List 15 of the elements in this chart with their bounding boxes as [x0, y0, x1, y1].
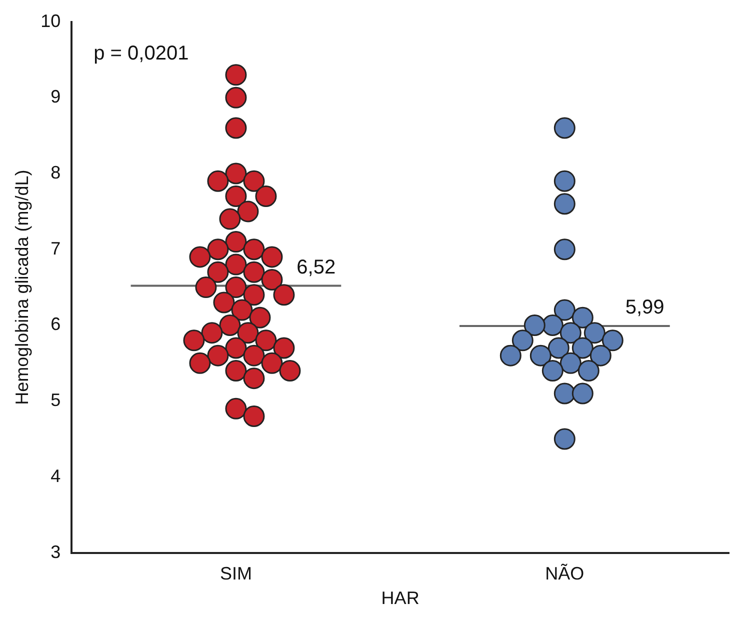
- y-tick-label: 4: [50, 466, 61, 486]
- y-tick-label: 8: [50, 162, 61, 182]
- ref-line-label: 6,52: [296, 256, 336, 278]
- y-tick-label: 3: [50, 542, 61, 562]
- x-axis-title: HAR: [381, 588, 420, 608]
- x-tick-label: NÃO: [545, 564, 584, 584]
- y-tick-label: 7: [50, 238, 61, 258]
- y-tick-label: 9: [50, 86, 61, 107]
- annotation: p = 0,0201: [94, 42, 189, 64]
- y-tick-label: 6: [50, 314, 61, 334]
- y-tick-label: 5: [50, 390, 61, 410]
- x-tick-label: SIM: [220, 564, 252, 584]
- ref-line-label: 5,99: [625, 296, 664, 319]
- y-axis-title: Hemoglobina glicada (mg/dL): [12, 170, 32, 405]
- y-tick-label: 10: [40, 10, 61, 31]
